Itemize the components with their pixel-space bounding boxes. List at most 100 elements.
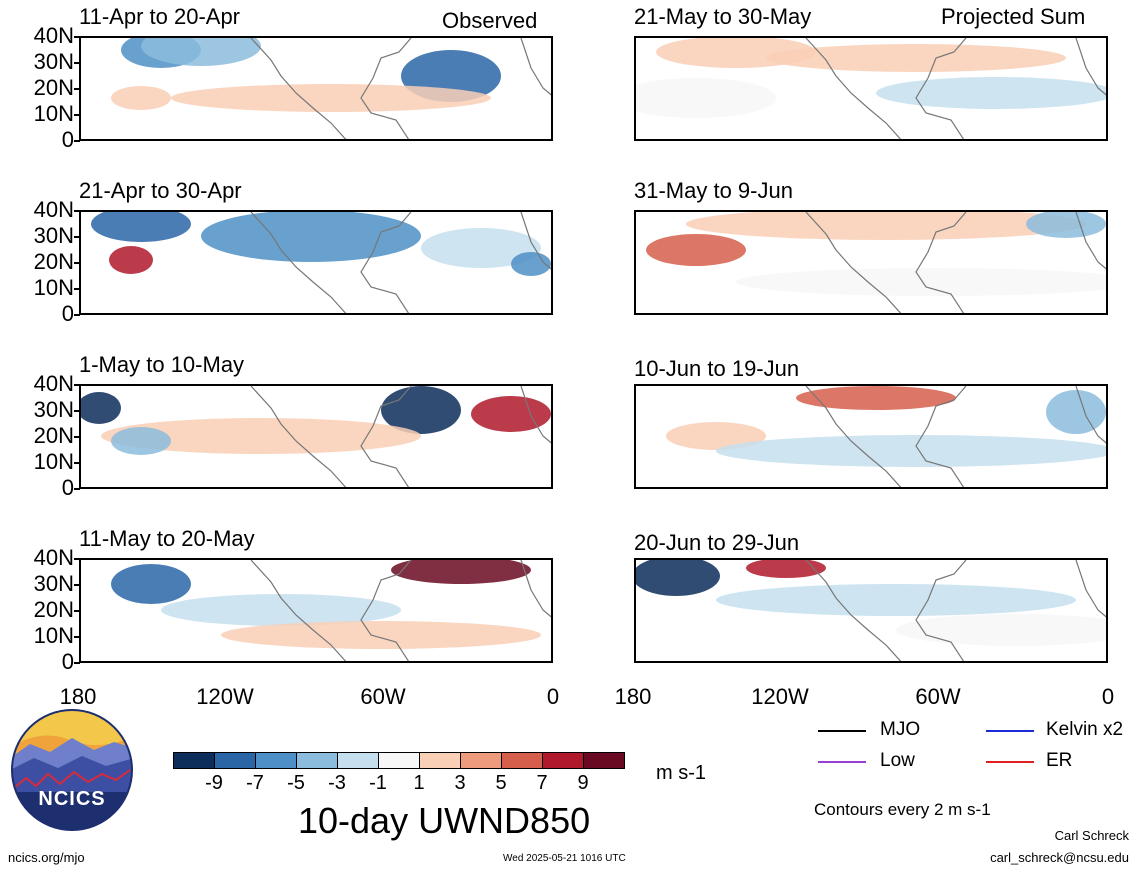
anomaly-shading <box>716 435 1106 467</box>
map-panel-7 <box>79 558 553 663</box>
colorbar-swatch <box>419 752 461 769</box>
x-tick-180-left: 180 <box>59 684 97 709</box>
figure-title: 10-day UWND850 <box>298 800 591 841</box>
legend-low-line <box>818 761 866 763</box>
anomaly-shading <box>91 212 191 242</box>
colorbar-label: 9 <box>577 772 589 794</box>
footer-url: ncics.org/mjo <box>8 850 85 865</box>
legend-low-label: Low <box>880 750 915 771</box>
x-tick-120w-right: 120W <box>751 684 809 709</box>
anomaly-shading <box>109 246 153 274</box>
y-tick-mark <box>74 140 80 142</box>
logo-text: NCICS <box>38 788 106 810</box>
colorbar-swatch <box>501 752 543 769</box>
anomaly-shading <box>391 560 531 584</box>
y-tick-label: 10N <box>33 449 74 474</box>
legend-er-label: ER <box>1046 750 1073 771</box>
y-tick-label: 10N <box>33 623 74 648</box>
footer-email: carl_schreck@ncsu.edu <box>990 850 1129 865</box>
legend-mjo-line <box>818 730 866 732</box>
colorbar-label: -5 <box>287 772 305 794</box>
y-tick-mark <box>74 636 80 638</box>
coastline <box>805 560 1106 661</box>
y-tick-label: 20N <box>33 423 74 448</box>
anomaly-shading <box>221 621 541 649</box>
panel-title-1: 11-Apr to 20-Apr <box>79 4 241 29</box>
colorbar-label: 5 <box>495 772 507 794</box>
panel-title-5: 1-May to 10-May <box>79 352 245 377</box>
colorbar-label: -9 <box>205 772 223 794</box>
footer-author: Carl Schreck <box>1054 828 1129 843</box>
colorbar-swatch <box>173 752 215 769</box>
panel-title-6: 10-Jun to 19-Jun <box>634 356 800 381</box>
coastline <box>250 386 551 487</box>
y-tick-mark <box>74 558 80 560</box>
anomaly-shading <box>636 560 720 596</box>
y-tick-mark <box>74 462 80 464</box>
coastline <box>250 560 551 661</box>
legend-mjo-label: MJO <box>880 719 921 740</box>
x-tick-60w-left: 60W <box>360 684 406 709</box>
coastline <box>250 38 551 139</box>
anomaly-shading <box>141 38 261 66</box>
panel-title-4: 31-May to 9-Jun <box>634 178 793 203</box>
map-panel-1 <box>79 36 553 141</box>
y-tick-label: 40N <box>33 23 74 48</box>
y-tick-label: 10N <box>33 275 74 300</box>
observed-label: Observed <box>442 8 538 33</box>
colorbar-label: 3 <box>454 772 466 794</box>
y-tick-mark <box>74 610 80 612</box>
y-tick-mark <box>74 36 80 38</box>
y-tick-label: 20N <box>33 249 74 274</box>
colorbar-swatch <box>460 752 502 769</box>
map-panel-2 <box>634 36 1108 141</box>
footer-timestamp: Wed 2025-05-21 1016 UTC <box>503 853 626 864</box>
x-tick-180-right: 180 <box>614 684 652 709</box>
colorbar-swatch <box>542 752 584 769</box>
y-tick-label: 10N <box>33 101 74 126</box>
y-tick-label: 40N <box>33 545 74 570</box>
colorbar-label: 7 <box>536 772 548 794</box>
coastline <box>805 386 1106 487</box>
y-tick-label: 30N <box>33 397 74 422</box>
x-tick-120w-left: 120W <box>196 684 254 709</box>
y-tick-mark <box>74 314 80 316</box>
y-tick-mark <box>74 384 80 386</box>
y-tick-label: 0 <box>61 127 74 152</box>
colorbar-label: -1 <box>369 772 387 794</box>
map-panel-5 <box>79 384 553 489</box>
y-tick-mark <box>74 488 80 490</box>
x-tick-0-right: 0 <box>1101 684 1115 709</box>
y-tick-label: 30N <box>33 49 74 74</box>
anomaly-shading <box>896 614 1106 646</box>
y-tick-mark <box>74 88 80 90</box>
panel-title-7: 11-May to 20-May <box>79 526 255 551</box>
y-tick-label: 20N <box>33 597 74 622</box>
colorbar-label: -7 <box>246 772 264 794</box>
anomaly-shading <box>796 386 956 410</box>
colorbar-swatch <box>255 752 297 769</box>
y-tick-mark <box>74 62 80 64</box>
panel-title-3: 21-Apr to 30-Apr <box>79 178 242 203</box>
colorbar-unit: m s-1 <box>656 762 706 784</box>
anomaly-shading <box>646 234 746 266</box>
legend-kelvin-label: Kelvin x2 <box>1046 719 1124 740</box>
anomaly-shading <box>686 212 1086 240</box>
anomaly-shading <box>736 268 1106 296</box>
x-tick-0-left: 0 <box>546 684 560 709</box>
y-tick-mark <box>74 114 80 116</box>
anomaly-shading <box>1046 390 1106 434</box>
map-panel-6 <box>634 384 1108 489</box>
anomaly-shading <box>161 594 401 626</box>
map-panel-8 <box>634 558 1108 663</box>
colorbar-swatch <box>214 752 256 769</box>
map-panel-4 <box>634 210 1108 315</box>
anomaly-shading <box>746 560 826 578</box>
anomaly-shading <box>636 78 776 118</box>
legend-er-line <box>986 761 1034 763</box>
panel-title-8: 20-Jun to 29-Jun <box>634 530 800 555</box>
anomaly-shading <box>471 396 551 432</box>
y-tick-mark <box>74 436 80 438</box>
y-tick-label: 0 <box>61 301 74 326</box>
y-tick-label: 40N <box>33 197 74 222</box>
